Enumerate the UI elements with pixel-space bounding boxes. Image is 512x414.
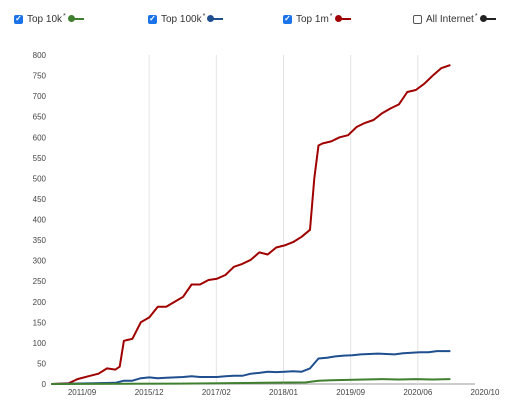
y-tick-label: 350 bbox=[33, 236, 47, 245]
legend-star: * bbox=[474, 12, 478, 20]
series-line-top-10k bbox=[51, 378, 451, 385]
chart-legend: Top 10k * Top 100k * Top 1m * All Intern… bbox=[0, 10, 512, 28]
series-marker-icon bbox=[334, 15, 351, 23]
x-tick-label: 2015/12 bbox=[135, 388, 164, 397]
legend-item-top-1m[interactable]: Top 1m * bbox=[283, 10, 351, 28]
legend-label: Top 100k bbox=[161, 13, 202, 25]
y-tick-label: 400 bbox=[33, 216, 47, 225]
series-marker-icon bbox=[67, 15, 84, 23]
y-tick-label: 700 bbox=[33, 92, 47, 101]
legend-star: * bbox=[329, 12, 333, 20]
x-tick-label: 2020/06 bbox=[403, 388, 432, 397]
legend-label: Top 1m bbox=[296, 13, 329, 25]
legend-label: All Internet bbox=[426, 13, 474, 25]
series-lines bbox=[51, 64, 451, 385]
y-tick-label: 150 bbox=[33, 318, 47, 327]
y-tick-label: 800 bbox=[33, 51, 47, 60]
top-1m-checkbox[interactable] bbox=[283, 14, 292, 24]
y-tick-label: 200 bbox=[33, 298, 47, 307]
x-tick-label: 2017/02 bbox=[202, 388, 231, 397]
y-tick-label: 650 bbox=[33, 113, 47, 122]
x-tick-label: 2011/09 bbox=[68, 388, 97, 397]
legend-item-all-internet[interactable]: All Internet * bbox=[413, 10, 496, 28]
y-tick-label: 100 bbox=[33, 339, 47, 348]
y-tick-label: 600 bbox=[33, 133, 47, 142]
x-tick-label: 2018/01 bbox=[269, 388, 298, 397]
legend-star: * bbox=[63, 12, 66, 20]
legend-item-top-10k[interactable]: Top 10k * bbox=[14, 10, 84, 28]
x-axis: 2011/09 2015/12 2017/02 2018/01 2019/09 2020/… bbox=[68, 388, 500, 397]
legend-item-top-100k[interactable]: Top 100k * bbox=[148, 10, 224, 28]
y-axis: 0 50 100 150 200 250 300 350 400 450 500 550 600 650 7… bbox=[33, 51, 47, 389]
y-tick-label: 750 bbox=[33, 72, 47, 81]
y-tick-label: 450 bbox=[33, 195, 47, 204]
y-tick-label: 550 bbox=[33, 154, 47, 163]
y-tick-label: 250 bbox=[33, 277, 47, 286]
series-marker-icon bbox=[207, 15, 224, 23]
x-tick-label: 2019/09 bbox=[336, 388, 365, 397]
series-line-top-1m bbox=[51, 64, 451, 385]
top-10k-checkbox[interactable] bbox=[14, 14, 23, 24]
all-internet-checkbox[interactable] bbox=[413, 14, 422, 24]
series-marker-icon bbox=[479, 15, 496, 23]
y-tick-label: 50 bbox=[37, 359, 46, 368]
y-tick-label: 0 bbox=[42, 380, 47, 389]
y-tick-label: 300 bbox=[33, 257, 47, 266]
legend-label: Top 10k bbox=[27, 13, 63, 25]
x-tick-label: 2020/10 bbox=[471, 388, 500, 397]
grid bbox=[52, 55, 475, 385]
series-line-top-100k bbox=[51, 350, 451, 385]
legend-star: * bbox=[202, 12, 206, 20]
top-100k-checkbox[interactable] bbox=[148, 14, 157, 24]
y-tick-label: 500 bbox=[33, 174, 47, 183]
